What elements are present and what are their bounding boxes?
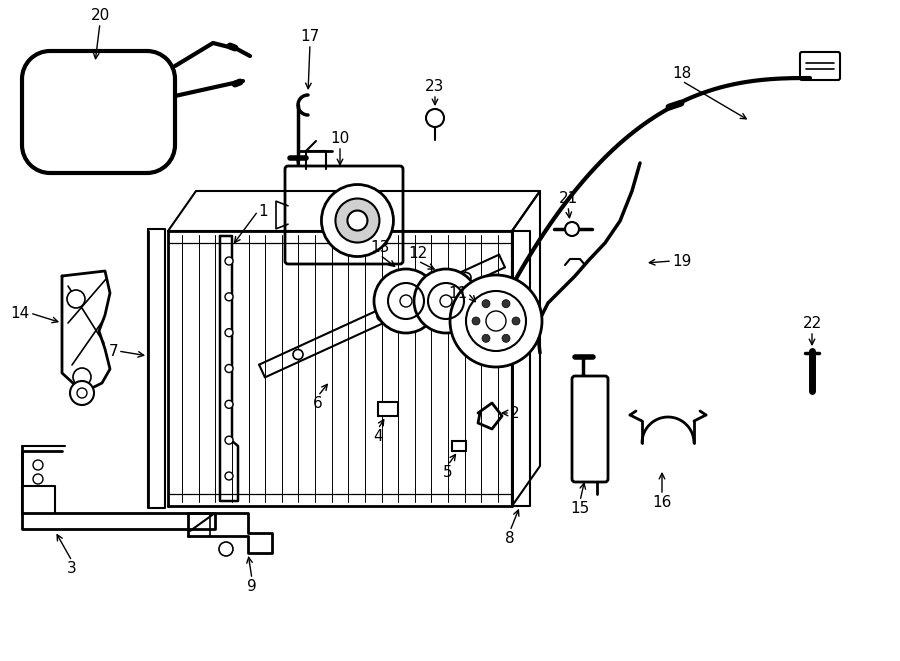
Text: 14: 14	[11, 305, 30, 321]
Circle shape	[225, 401, 233, 408]
Text: 1: 1	[258, 204, 267, 219]
Circle shape	[414, 269, 478, 333]
Circle shape	[33, 460, 43, 470]
Text: 2: 2	[510, 405, 519, 420]
Circle shape	[321, 184, 393, 256]
Circle shape	[482, 299, 490, 307]
FancyBboxPatch shape	[572, 376, 608, 482]
Circle shape	[293, 350, 303, 360]
Circle shape	[219, 542, 233, 556]
Bar	[452, 441, 466, 451]
Circle shape	[336, 198, 380, 243]
Text: 3: 3	[68, 561, 76, 576]
Circle shape	[225, 293, 233, 301]
Circle shape	[70, 381, 94, 405]
Text: 9: 9	[248, 579, 256, 594]
Circle shape	[565, 222, 579, 236]
FancyBboxPatch shape	[800, 52, 840, 80]
Circle shape	[33, 474, 43, 484]
Circle shape	[225, 257, 233, 265]
Text: 16: 16	[652, 495, 671, 510]
Text: 11: 11	[449, 286, 468, 301]
Circle shape	[225, 364, 233, 373]
Text: 22: 22	[803, 316, 822, 331]
Text: 23: 23	[426, 79, 445, 94]
Text: 20: 20	[90, 8, 110, 23]
Circle shape	[512, 317, 520, 325]
Text: 17: 17	[301, 29, 320, 44]
Text: 8: 8	[505, 531, 515, 546]
Text: 18: 18	[672, 66, 691, 81]
Text: 6: 6	[313, 396, 323, 411]
Circle shape	[502, 334, 510, 342]
Circle shape	[374, 269, 438, 333]
Text: 4: 4	[374, 429, 382, 444]
Circle shape	[225, 436, 233, 444]
Text: 7: 7	[108, 344, 118, 358]
Circle shape	[347, 210, 367, 231]
Text: 12: 12	[409, 246, 428, 261]
Text: 13: 13	[370, 240, 390, 255]
Circle shape	[225, 472, 233, 480]
Circle shape	[377, 311, 387, 321]
Text: 5: 5	[443, 465, 453, 480]
Circle shape	[502, 299, 510, 307]
Circle shape	[450, 275, 542, 367]
Bar	[378, 402, 398, 416]
Text: 15: 15	[571, 501, 590, 516]
Circle shape	[225, 329, 233, 336]
Text: 19: 19	[672, 254, 691, 268]
Text: 10: 10	[330, 131, 349, 146]
Circle shape	[461, 272, 471, 282]
FancyBboxPatch shape	[285, 166, 403, 264]
Circle shape	[73, 368, 91, 386]
Circle shape	[67, 290, 85, 308]
Circle shape	[472, 317, 480, 325]
Circle shape	[482, 334, 490, 342]
Text: 21: 21	[558, 191, 578, 206]
